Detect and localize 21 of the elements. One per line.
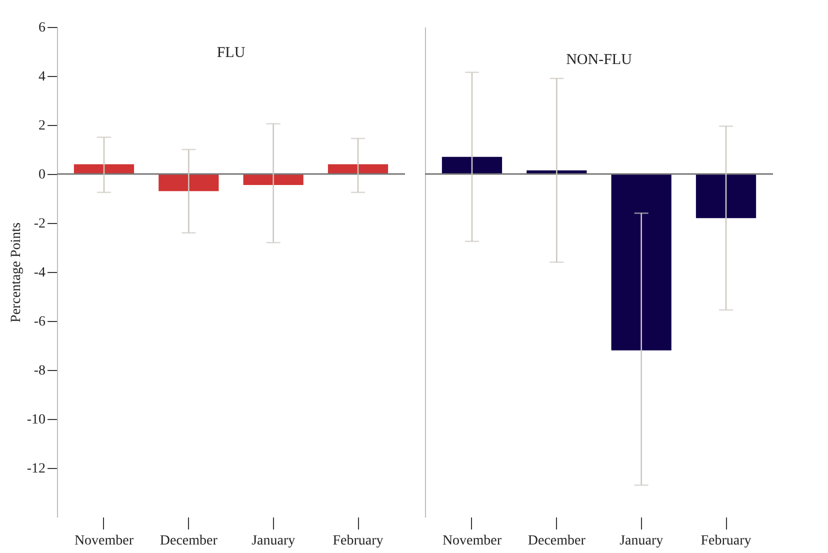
x-tick-label: January [252, 534, 296, 548]
y-tick-label: -12 [26, 462, 46, 476]
y-tick-label: -8 [34, 364, 46, 378]
text: FLU [216, 45, 246, 61]
x-tick-label: January [620, 534, 664, 548]
y-tick-label: 6 [38, 20, 46, 36]
y-tick-label: 0 [38, 168, 46, 182]
y-tick-label: -4 [34, 266, 46, 280]
x-tick-label: February [700, 534, 752, 548]
y-tick-label: 4 [38, 70, 46, 84]
y-tick-label: 2 [38, 118, 46, 134]
x-tick-label: December [160, 534, 218, 548]
x-tick-label: December [528, 534, 586, 548]
y-axis-title: Percentage Points [8, 222, 24, 322]
text: NON-FLU [566, 52, 632, 68]
y-tick-label: -10 [26, 412, 46, 428]
y-tick-label: -2 [34, 216, 46, 232]
x-tick-label: February [332, 534, 384, 548]
y-tick-label: -6 [34, 314, 46, 330]
x-tick-label: November [74, 534, 134, 548]
x-tick-label: November [442, 534, 502, 548]
